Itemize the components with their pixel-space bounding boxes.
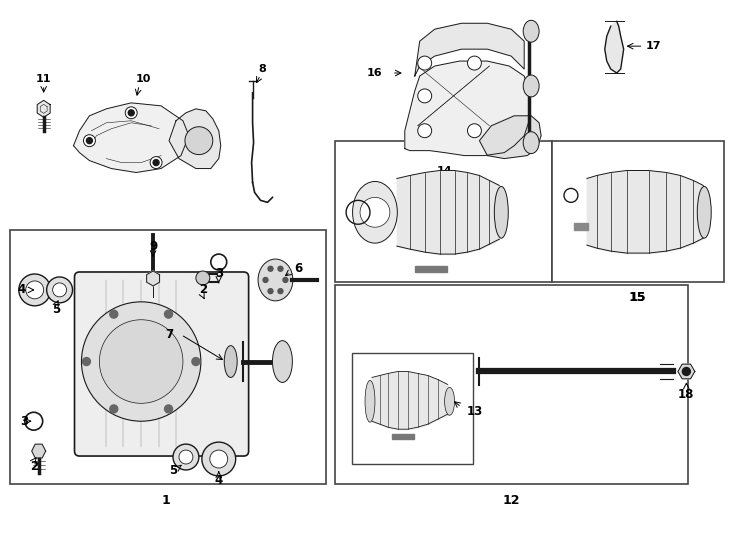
Text: 13: 13 <box>466 405 482 418</box>
Circle shape <box>87 138 92 144</box>
Text: 2: 2 <box>199 284 207 296</box>
Circle shape <box>268 266 273 271</box>
Circle shape <box>164 310 172 318</box>
Circle shape <box>278 289 283 294</box>
Ellipse shape <box>523 132 539 153</box>
Circle shape <box>99 320 183 403</box>
Text: 4: 4 <box>18 284 26 296</box>
Bar <box>552 140 724 282</box>
Circle shape <box>47 277 73 303</box>
Ellipse shape <box>365 380 375 422</box>
Polygon shape <box>73 103 189 172</box>
Ellipse shape <box>445 387 454 415</box>
Polygon shape <box>405 61 529 156</box>
Circle shape <box>19 274 51 306</box>
Circle shape <box>53 283 67 297</box>
Bar <box>10 230 326 484</box>
Circle shape <box>683 368 691 375</box>
FancyBboxPatch shape <box>75 272 249 456</box>
Text: 7: 7 <box>165 328 173 341</box>
Circle shape <box>468 56 482 70</box>
Text: 11: 11 <box>36 74 51 84</box>
Bar <box>392 434 414 439</box>
Circle shape <box>126 107 137 119</box>
Bar <box>335 140 552 282</box>
Bar <box>574 223 588 230</box>
Ellipse shape <box>352 181 397 243</box>
Ellipse shape <box>523 21 539 42</box>
Circle shape <box>110 405 117 413</box>
Text: 6: 6 <box>294 261 302 274</box>
Circle shape <box>26 281 43 299</box>
Circle shape <box>418 124 432 138</box>
Circle shape <box>263 278 268 282</box>
Circle shape <box>110 310 117 318</box>
Text: 18: 18 <box>678 388 694 401</box>
Text: 9: 9 <box>149 240 157 253</box>
Ellipse shape <box>258 259 293 301</box>
Circle shape <box>278 266 283 271</box>
Text: 8: 8 <box>258 64 266 74</box>
Circle shape <box>179 450 193 464</box>
Polygon shape <box>605 21 624 73</box>
Ellipse shape <box>494 186 508 238</box>
Bar <box>335 285 688 484</box>
Polygon shape <box>479 116 541 159</box>
Text: 5: 5 <box>169 464 177 477</box>
Circle shape <box>185 127 213 154</box>
Text: 5: 5 <box>52 303 61 316</box>
Circle shape <box>164 405 172 413</box>
Polygon shape <box>415 23 524 76</box>
Circle shape <box>84 134 95 147</box>
Polygon shape <box>678 364 695 379</box>
Circle shape <box>82 357 90 366</box>
Text: 17: 17 <box>646 41 661 51</box>
Circle shape <box>210 450 228 468</box>
Text: 2: 2 <box>29 461 37 474</box>
Text: 16: 16 <box>367 68 382 78</box>
Circle shape <box>196 271 210 285</box>
Text: 14: 14 <box>437 166 452 176</box>
Ellipse shape <box>697 186 711 238</box>
Circle shape <box>418 89 432 103</box>
Circle shape <box>283 278 288 282</box>
Circle shape <box>173 444 199 470</box>
Circle shape <box>360 198 390 227</box>
Polygon shape <box>169 109 221 168</box>
Circle shape <box>418 56 432 70</box>
Text: 3: 3 <box>20 415 28 428</box>
Text: 12: 12 <box>503 494 520 507</box>
Ellipse shape <box>225 346 237 377</box>
Circle shape <box>150 157 162 168</box>
Text: 4: 4 <box>214 475 223 488</box>
Circle shape <box>192 357 200 366</box>
Circle shape <box>153 160 159 166</box>
Text: 1: 1 <box>161 494 170 507</box>
Bar <box>415 266 446 272</box>
Polygon shape <box>147 271 159 286</box>
Circle shape <box>128 110 134 116</box>
Circle shape <box>468 124 482 138</box>
Bar <box>352 353 473 464</box>
Ellipse shape <box>272 341 292 382</box>
Text: 10: 10 <box>136 74 151 84</box>
Circle shape <box>202 442 236 476</box>
Ellipse shape <box>523 75 539 97</box>
Polygon shape <box>32 444 46 458</box>
Circle shape <box>268 289 273 294</box>
Polygon shape <box>37 100 50 117</box>
Text: 15: 15 <box>629 292 647 305</box>
Circle shape <box>81 302 201 421</box>
Text: 3: 3 <box>215 267 223 280</box>
Text: 15: 15 <box>630 292 646 305</box>
